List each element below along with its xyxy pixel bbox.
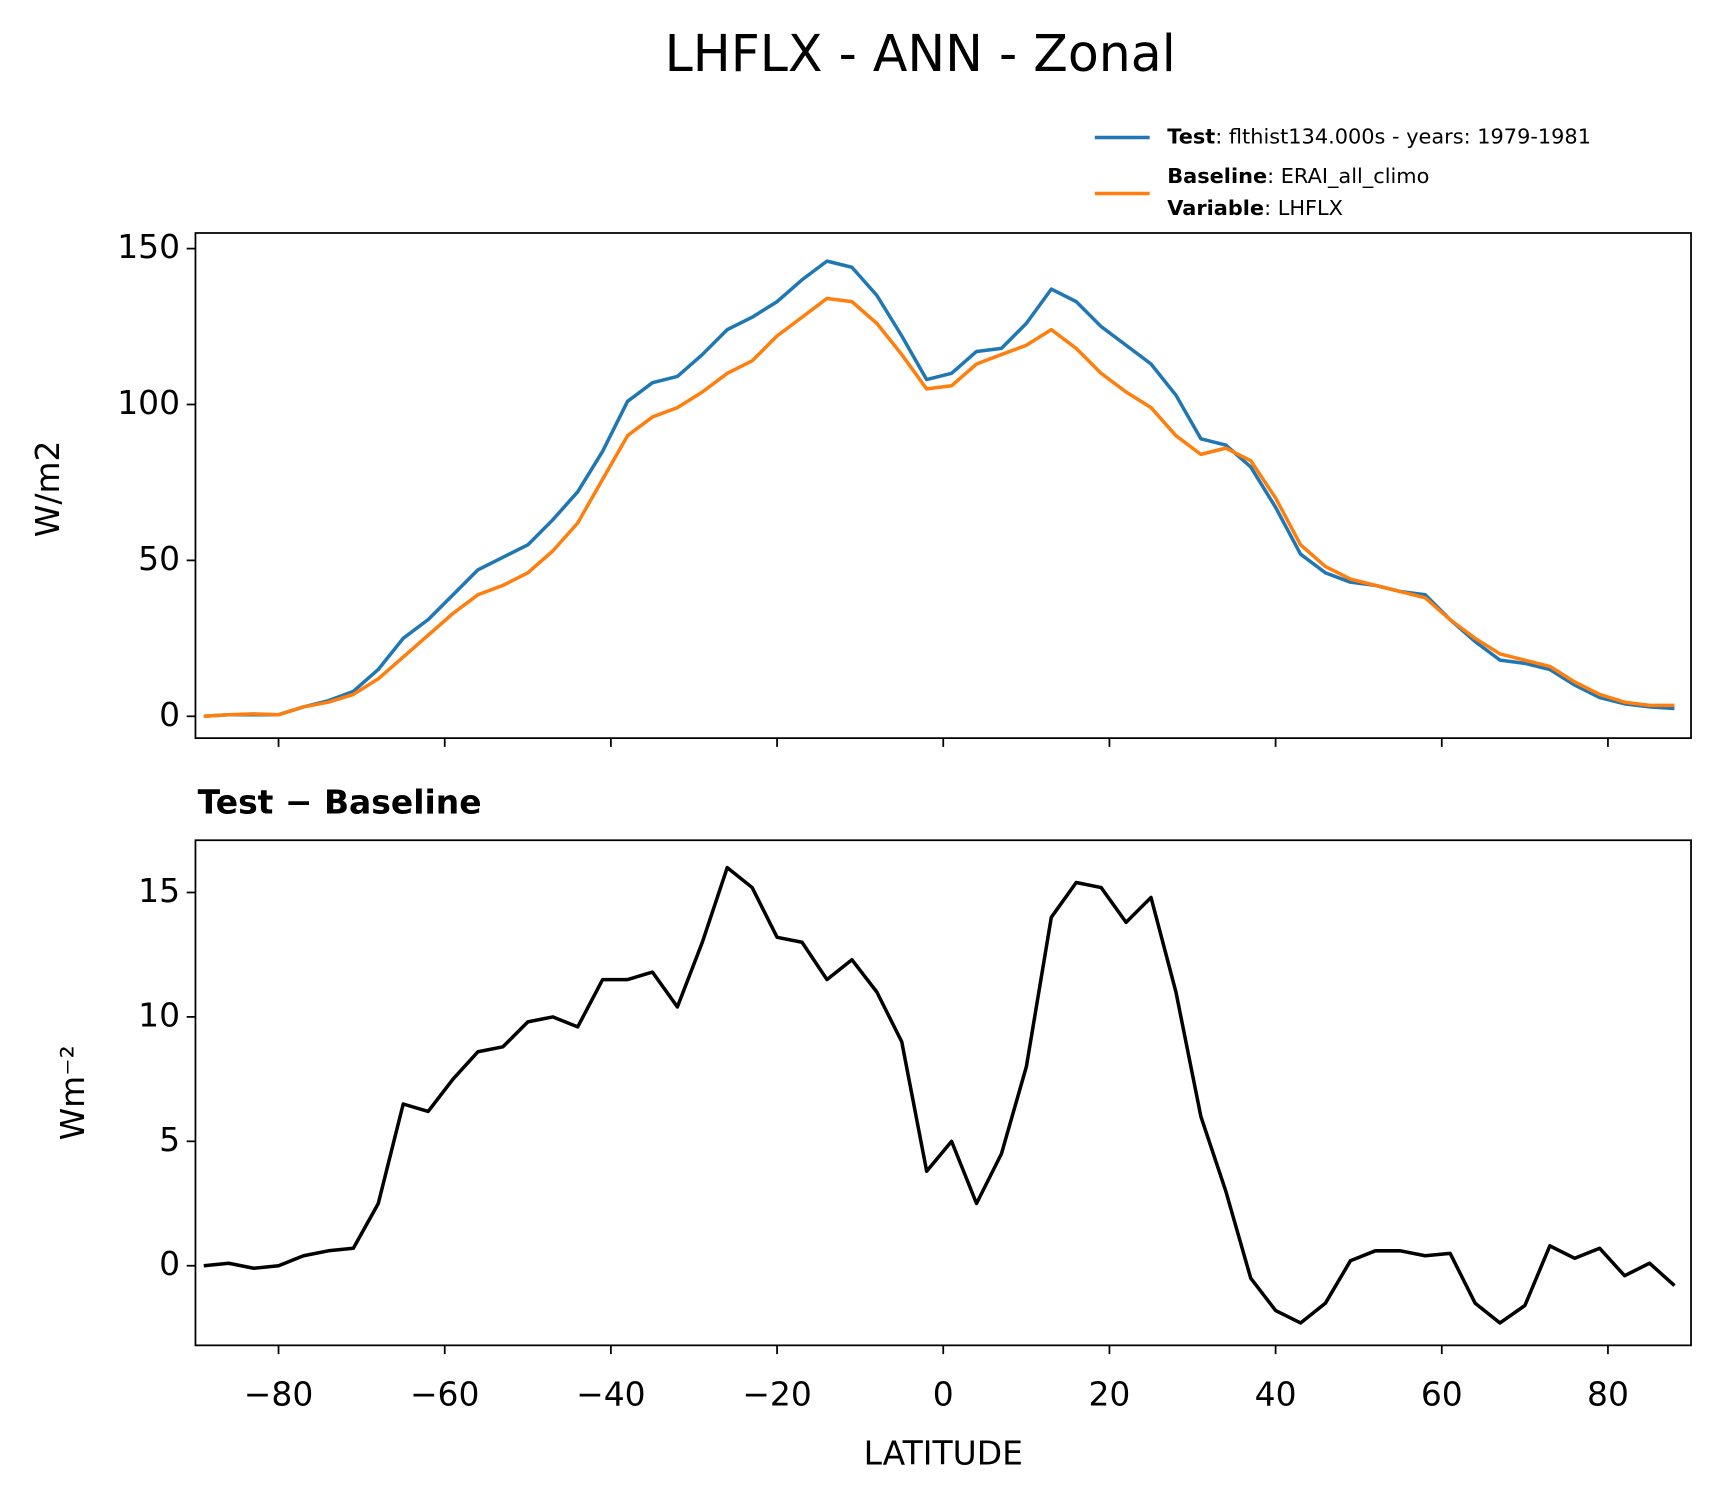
y-axis-label: Wm⁻² xyxy=(53,1045,92,1140)
y-tick-label: 100 xyxy=(117,383,180,422)
y-axis-label: W/m2 xyxy=(28,440,67,537)
y-tick-label: 5 xyxy=(159,1120,180,1159)
y-tick-label: 10 xyxy=(138,995,180,1034)
x-tick-label: −60 xyxy=(410,1374,480,1413)
x-tick-label: −40 xyxy=(576,1374,646,1413)
x-axis-label: LATITUDE xyxy=(864,1434,1023,1473)
x-tick-label: 40 xyxy=(1255,1374,1297,1413)
legend-label: Variable: LHFLX xyxy=(1167,196,1343,220)
x-tick-label: 0 xyxy=(933,1374,954,1413)
y-tick-label: 15 xyxy=(138,871,180,910)
plot-frame xyxy=(194,232,1692,739)
y-tick-label: 50 xyxy=(138,539,180,578)
x-tick-label: −80 xyxy=(244,1374,314,1413)
y-tick-label: 0 xyxy=(159,1244,180,1283)
x-tick-label: 60 xyxy=(1421,1374,1463,1413)
legend-label: Test: flthist134.000s - years: 1979-1981 xyxy=(1167,124,1591,148)
data-line xyxy=(203,865,1676,1325)
plot-frame xyxy=(194,839,1692,1347)
legend-label: Baseline: ERAI_all_climo xyxy=(1167,164,1429,189)
x-tick-label: 80 xyxy=(1587,1374,1629,1413)
y-tick-label: 150 xyxy=(117,227,180,266)
y-tick-label: 0 xyxy=(159,695,180,734)
x-tick-label: −20 xyxy=(742,1374,812,1413)
figure-title: LHFLX - ANN - Zonal xyxy=(665,24,1176,83)
data-line xyxy=(203,296,1675,719)
x-tick-label: 20 xyxy=(1088,1374,1130,1413)
panel-title: Test − Baseline xyxy=(198,783,482,822)
data-line xyxy=(203,259,1675,719)
